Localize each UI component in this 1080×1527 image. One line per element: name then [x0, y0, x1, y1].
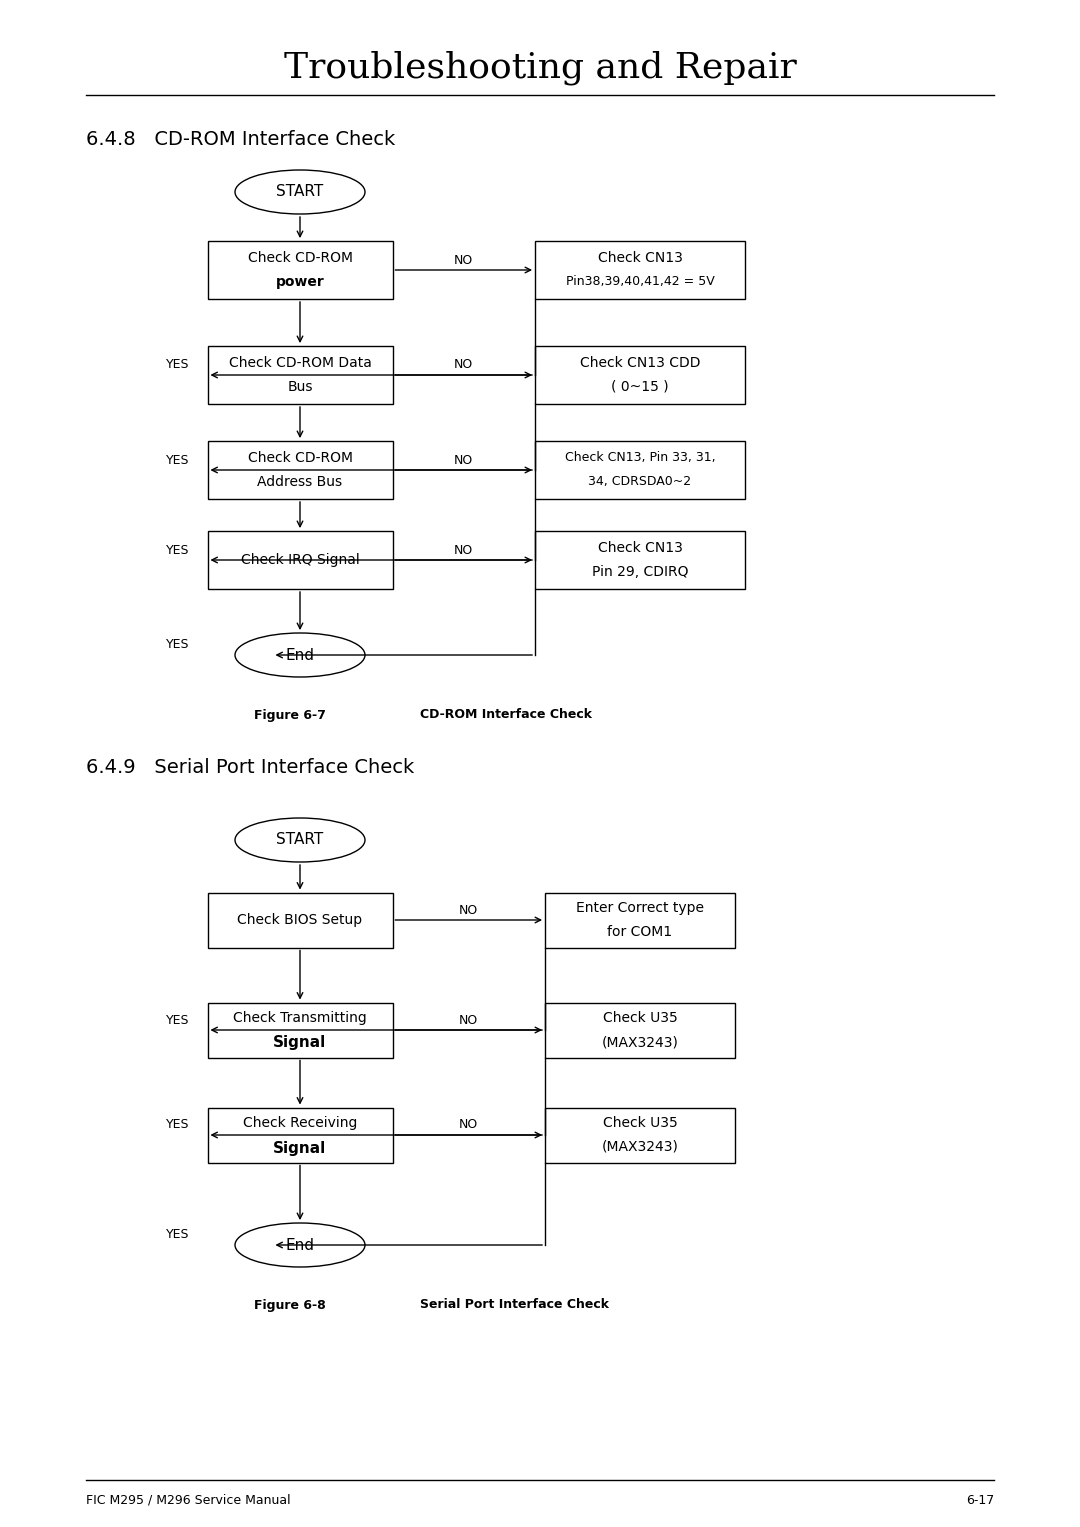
Text: NO: NO [459, 1014, 478, 1026]
Text: (MAX3243): (MAX3243) [602, 1141, 678, 1154]
Text: Check IRQ Signal: Check IRQ Signal [241, 553, 360, 567]
Text: Check CN13: Check CN13 [597, 541, 683, 554]
Text: NO: NO [459, 1118, 478, 1132]
Ellipse shape [235, 1223, 365, 1267]
Text: Bus: Bus [287, 380, 313, 394]
Text: NO: NO [454, 359, 473, 371]
FancyBboxPatch shape [535, 441, 745, 499]
Text: 6-17: 6-17 [966, 1493, 994, 1507]
Text: Check BIOS Setup: Check BIOS Setup [238, 913, 363, 927]
FancyBboxPatch shape [207, 1107, 392, 1162]
Text: Figure 6-8: Figure 6-8 [254, 1298, 326, 1312]
FancyBboxPatch shape [207, 531, 392, 589]
FancyBboxPatch shape [535, 347, 745, 405]
Text: Check CD-ROM: Check CD-ROM [247, 250, 352, 266]
Text: Signal: Signal [273, 1035, 326, 1051]
Ellipse shape [235, 818, 365, 863]
Text: CD-ROM Interface Check: CD-ROM Interface Check [420, 709, 592, 721]
FancyBboxPatch shape [535, 241, 745, 299]
FancyBboxPatch shape [207, 241, 392, 299]
Text: Check CN13 CDD: Check CN13 CDD [580, 356, 700, 370]
Text: Check CN13: Check CN13 [597, 250, 683, 266]
Text: START: START [276, 832, 324, 847]
Text: YES: YES [165, 1229, 189, 1241]
Text: NO: NO [454, 454, 473, 467]
Text: Check CN13, Pin 33, 31,: Check CN13, Pin 33, 31, [565, 452, 715, 464]
Text: NO: NO [454, 253, 473, 267]
FancyBboxPatch shape [545, 892, 735, 947]
Text: Check CD-ROM: Check CD-ROM [247, 450, 352, 466]
Text: Address Bus: Address Bus [257, 475, 342, 489]
Text: YES: YES [165, 544, 189, 556]
Text: Figure 6-7: Figure 6-7 [254, 709, 326, 721]
Text: 6.4.8   CD-ROM Interface Check: 6.4.8 CD-ROM Interface Check [86, 130, 395, 150]
FancyBboxPatch shape [545, 1003, 735, 1058]
Text: NO: NO [454, 544, 473, 556]
Text: YES: YES [165, 454, 189, 467]
Text: START: START [276, 185, 324, 200]
FancyBboxPatch shape [207, 892, 392, 947]
Text: Check U35: Check U35 [603, 1116, 677, 1130]
Text: YES: YES [165, 638, 189, 652]
FancyBboxPatch shape [207, 1003, 392, 1058]
Ellipse shape [235, 169, 365, 214]
Text: NO: NO [459, 904, 478, 916]
Text: Enter Correct type: Enter Correct type [576, 901, 704, 915]
Text: Check Transmitting: Check Transmitting [233, 1011, 367, 1025]
Text: Troubleshooting and Repair: Troubleshooting and Repair [284, 50, 796, 86]
FancyBboxPatch shape [207, 441, 392, 499]
Text: FIC M295 / M296 Service Manual: FIC M295 / M296 Service Manual [86, 1493, 291, 1507]
FancyBboxPatch shape [207, 347, 392, 405]
Text: YES: YES [165, 1014, 189, 1026]
Text: YES: YES [165, 359, 189, 371]
Text: ( 0~15 ): ( 0~15 ) [611, 380, 669, 394]
Text: for COM1: for COM1 [607, 925, 673, 939]
Text: Pin38,39,40,41,42 = 5V: Pin38,39,40,41,42 = 5V [566, 275, 714, 289]
Text: Check U35: Check U35 [603, 1011, 677, 1025]
Text: (MAX3243): (MAX3243) [602, 1035, 678, 1049]
Text: 34, CDRSDA0~2: 34, CDRSDA0~2 [589, 475, 691, 489]
Text: Check CD-ROM Data: Check CD-ROM Data [229, 356, 372, 370]
FancyBboxPatch shape [535, 531, 745, 589]
Ellipse shape [235, 634, 365, 676]
FancyBboxPatch shape [545, 1107, 735, 1162]
Text: Signal: Signal [273, 1141, 326, 1156]
Text: End: End [285, 647, 314, 663]
Text: YES: YES [165, 1118, 189, 1132]
Text: Check Receiving: Check Receiving [243, 1116, 357, 1130]
Text: 6.4.9   Serial Port Interface Check: 6.4.9 Serial Port Interface Check [86, 757, 415, 777]
Text: power: power [275, 275, 324, 289]
Text: Pin 29, CDIRQ: Pin 29, CDIRQ [592, 565, 688, 579]
Text: Serial Port Interface Check: Serial Port Interface Check [420, 1298, 609, 1312]
Text: End: End [285, 1237, 314, 1252]
